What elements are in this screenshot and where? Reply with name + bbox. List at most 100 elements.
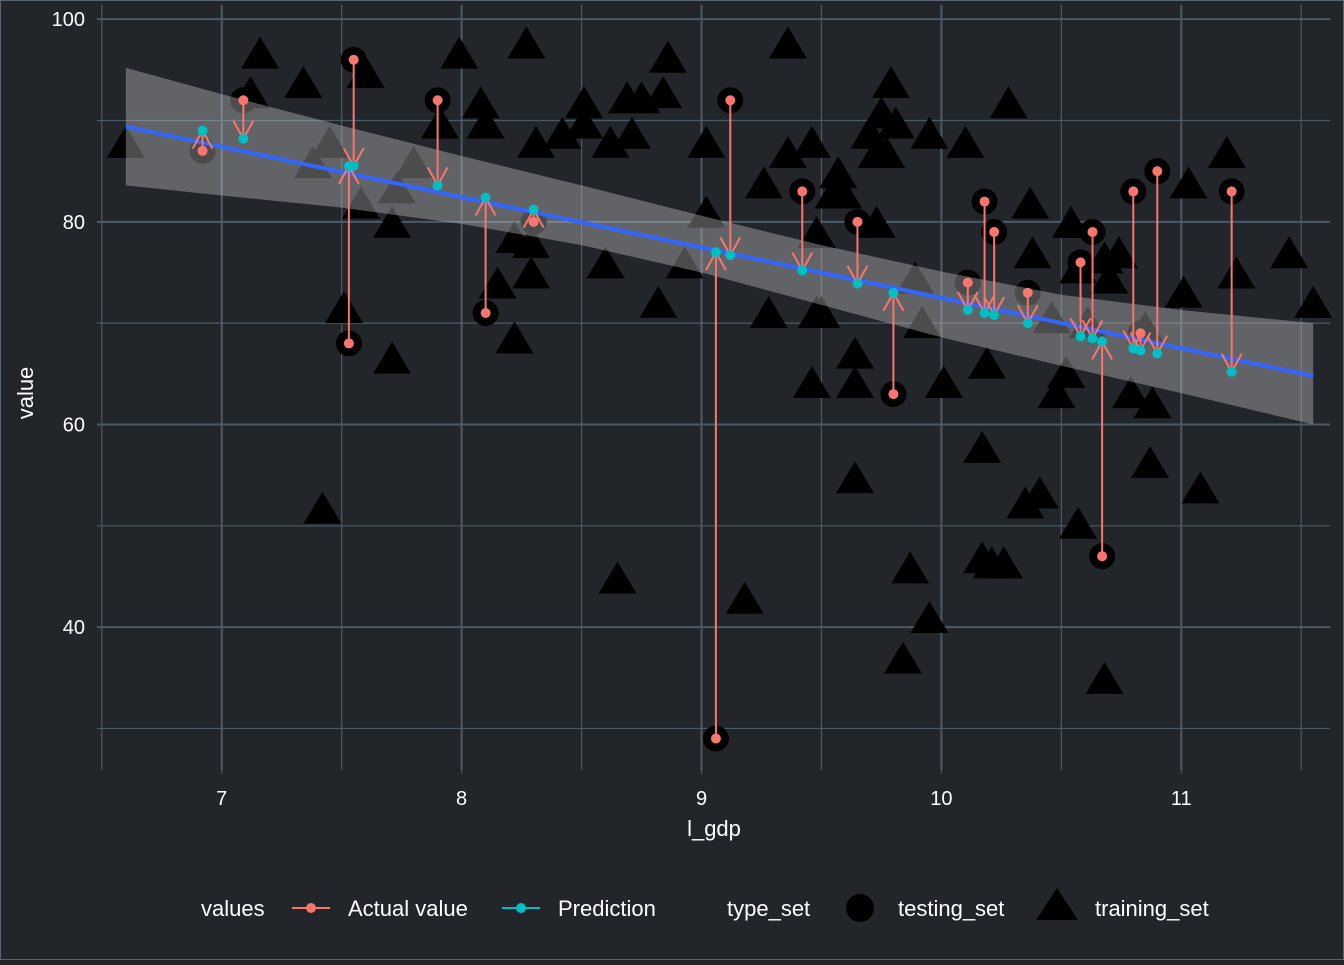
legend: values Actual value Prediction type_set … [201, 888, 1209, 922]
actual-point [1128, 186, 1139, 197]
training-point [749, 296, 788, 329]
x-axis-label: l_gdp [687, 816, 741, 841]
training-point [564, 86, 603, 119]
training-point [586, 246, 625, 279]
training-point [1111, 376, 1150, 409]
training-point [1164, 275, 1203, 308]
actual-point [1097, 551, 1108, 562]
training-point [241, 36, 280, 69]
x-tick-label: 11 [1171, 788, 1192, 810]
training-point [648, 40, 687, 73]
actual-point [1135, 328, 1146, 339]
prediction-point [962, 304, 973, 315]
training-point [744, 166, 783, 199]
legend-actual-dot [306, 903, 316, 913]
confidence-band-area [125, 67, 1314, 425]
training-point [543, 116, 582, 149]
training-point [1013, 236, 1052, 269]
actual-point [710, 733, 721, 744]
prediction-point [989, 310, 1000, 321]
actual-point [1075, 257, 1086, 268]
legend-prediction-label: Prediction [558, 896, 656, 921]
training-point [325, 290, 364, 323]
actual-point [797, 186, 808, 197]
training-point [1032, 301, 1071, 334]
actual-point [343, 338, 354, 349]
training-point [1011, 186, 1050, 219]
prediction-point [1226, 366, 1237, 377]
training-point [924, 365, 963, 398]
training-point [963, 430, 1002, 463]
training-point [478, 266, 517, 299]
y-tick-label: 80 [63, 212, 85, 234]
x-tick-label: 8 [456, 788, 467, 810]
training-point [792, 125, 831, 158]
training-point [1020, 476, 1059, 509]
legend-type-title: type_set [727, 896, 810, 921]
prediction-point [197, 125, 208, 136]
training-point [1207, 135, 1246, 168]
training-point [512, 256, 551, 289]
training-point [725, 581, 764, 614]
confidence-band [125, 67, 1314, 425]
actual-point [1152, 166, 1163, 177]
training-point [1037, 376, 1076, 409]
x-tick-label: 9 [696, 788, 707, 810]
actual-point [888, 389, 899, 400]
training-point [1217, 256, 1256, 289]
training-point [946, 125, 985, 158]
training-point [1181, 471, 1220, 504]
training-point [1131, 446, 1170, 479]
prediction-point [1087, 333, 1098, 344]
legend-testing-circle-icon [846, 894, 874, 922]
prediction-point [343, 161, 354, 172]
training-point [984, 546, 1023, 579]
actual-point [725, 95, 736, 106]
training-point [1085, 661, 1124, 694]
actual-point [197, 145, 208, 156]
training-point [876, 106, 915, 139]
prediction-point [888, 287, 899, 298]
x-tick-label: 7 [216, 788, 227, 810]
training-point [824, 176, 863, 209]
legend-training-triangle-icon [1036, 888, 1078, 920]
prediction-point [1152, 348, 1163, 359]
prediction-point [979, 308, 990, 319]
training-point [1169, 166, 1208, 199]
training-point [612, 116, 651, 149]
training-point [836, 365, 875, 398]
training-point [1133, 386, 1172, 419]
training-point [421, 106, 460, 139]
training-point [346, 55, 385, 88]
training-point [896, 261, 935, 294]
training-point [461, 86, 500, 119]
training-point [836, 336, 875, 369]
training-point [867, 135, 906, 168]
prediction-point [852, 278, 863, 289]
actual-point [962, 277, 973, 288]
training-point [910, 601, 949, 634]
prediction-point [432, 180, 443, 191]
prediction-point [480, 192, 491, 203]
training-point [797, 216, 836, 249]
training-point [989, 86, 1028, 119]
training-point [512, 226, 551, 259]
prediction-point [1097, 336, 1108, 347]
training-point [836, 461, 875, 494]
training-point [516, 125, 555, 158]
actual-point [348, 54, 359, 65]
legend-values-title: values [201, 896, 265, 921]
training-point [903, 306, 942, 339]
actual-point [1022, 287, 1033, 298]
training-point [310, 125, 349, 158]
legend-prediction-dot [516, 903, 526, 913]
prediction-point [1022, 318, 1033, 329]
actual-point [432, 95, 443, 106]
training-point [1090, 261, 1129, 294]
training-point [768, 26, 807, 59]
training-point [1270, 236, 1309, 269]
training-point [373, 205, 412, 238]
training-point [394, 146, 433, 179]
residual-arrows [191, 54, 1243, 744]
